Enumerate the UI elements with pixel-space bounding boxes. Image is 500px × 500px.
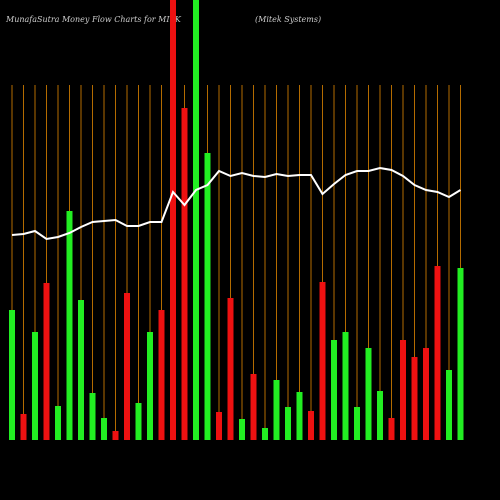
bar xyxy=(273,380,280,440)
bar xyxy=(457,268,464,440)
bar xyxy=(319,282,326,440)
bar xyxy=(227,298,234,440)
price-line xyxy=(11,166,462,241)
bar xyxy=(20,414,27,440)
bar xyxy=(204,153,211,440)
bar xyxy=(285,407,291,440)
bar xyxy=(262,428,268,440)
bar xyxy=(9,310,15,440)
bar xyxy=(354,407,360,440)
bar xyxy=(446,370,452,440)
bar xyxy=(434,266,441,440)
bar xyxy=(365,348,372,440)
bar xyxy=(400,340,406,440)
bar xyxy=(158,310,165,440)
bar xyxy=(296,392,303,440)
bar xyxy=(32,332,38,440)
bar xyxy=(342,332,349,440)
bar xyxy=(411,357,418,440)
bar xyxy=(135,403,142,440)
bar xyxy=(55,406,61,440)
bar xyxy=(43,283,50,440)
bar xyxy=(78,300,84,440)
bar xyxy=(147,332,153,440)
bar xyxy=(423,348,429,440)
chart-subtitle: (Mitek Systems) xyxy=(255,15,321,24)
bar xyxy=(112,431,119,440)
chart-title: MunafaSutra Money Flow Charts for MITK xyxy=(5,15,182,24)
bar xyxy=(388,418,395,440)
bar xyxy=(239,419,245,440)
bar xyxy=(181,108,188,440)
bar xyxy=(124,293,130,440)
bar xyxy=(377,391,383,440)
bar xyxy=(66,211,73,440)
bar xyxy=(331,340,337,440)
bar xyxy=(193,0,199,440)
bar xyxy=(170,0,176,440)
bar xyxy=(89,393,96,440)
bar xyxy=(216,412,222,440)
bar xyxy=(308,411,314,440)
bar xyxy=(101,418,107,440)
bar xyxy=(250,374,257,440)
